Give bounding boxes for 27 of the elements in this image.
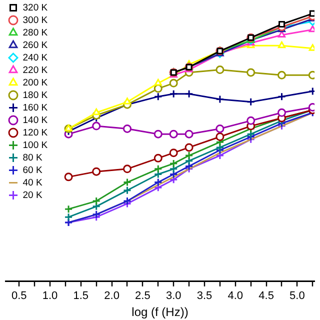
legend-label: 60 K (22, 164, 43, 176)
x-tick-label: 1.0 (42, 290, 58, 302)
x-tick-label: 4.0 (228, 290, 244, 302)
legend-label: 80 K (22, 152, 43, 164)
legend-label: 280 K (22, 27, 48, 38)
x-tick-label: 2.0 (104, 290, 120, 302)
x-tick-label: 3.5 (196, 290, 212, 302)
legend-label: 240 K (22, 52, 48, 64)
x-tick-label: 0.5 (11, 290, 27, 302)
legend-label: 140 K (22, 114, 48, 126)
x-axis-title: log (f (Hz)) (132, 305, 188, 320)
x-tick-label: 5.0 (290, 290, 305, 302)
legend-label: 160 K (22, 102, 48, 114)
x-tick-label: 4.5 (258, 290, 274, 302)
legend-label: 200 K (22, 77, 48, 88)
legend-label: 320 K (22, 2, 48, 14)
x-tick-label: 3.0 (166, 290, 182, 302)
legend-label: 260 K (22, 40, 48, 51)
x-tick-label: 1.5 (73, 290, 89, 302)
legend-label: 120 K (22, 127, 48, 138)
legend-label: 220 K (22, 64, 48, 76)
legend-label: 100 K (22, 140, 48, 151)
legend-label: 40 K (22, 177, 43, 188)
legend-label: 20 K (22, 190, 43, 201)
legend-label: 180 K (22, 90, 48, 101)
legend-label: 300 K (22, 14, 48, 26)
x-tick-label: 2.5 (135, 290, 150, 302)
